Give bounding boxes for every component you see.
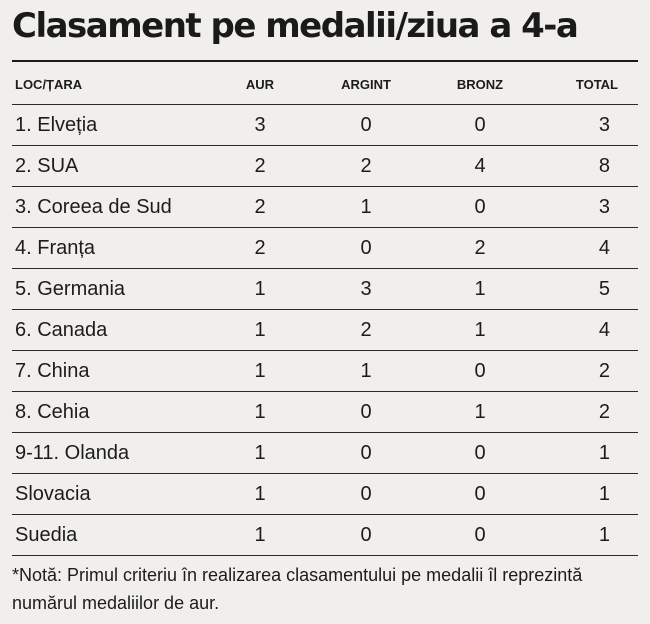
cell-country: 9-11. Olanda [12, 432, 208, 474]
table-row: 4. Franța 2 0 2 4 [12, 227, 638, 269]
cell-bronz: 0 [420, 104, 540, 146]
cell-argint: 0 [312, 432, 420, 474]
cell-total: 8 [540, 145, 638, 187]
cell-bronz: 1 [420, 268, 540, 310]
table-row: 9-11. Olanda 1 0 0 1 [12, 432, 638, 474]
cell-bronz: 0 [420, 514, 540, 556]
table-row: 6. Canada 1 2 1 4 [12, 309, 638, 351]
column-header-argint: ARGINT [312, 64, 420, 105]
cell-aur: 1 [208, 350, 312, 392]
column-header-bronz: BRONZ [420, 64, 540, 105]
cell-bronz: 0 [420, 432, 540, 474]
footnote: *Notă: Primul criteriu în realizarea cla… [12, 565, 583, 613]
cell-aur: 1 [208, 473, 312, 515]
chart-title: Clasament pe medalii/ziua a 4-a [12, 6, 579, 46]
cell-country: 8. Cehia [12, 391, 208, 433]
cell-argint: 1 [312, 186, 420, 228]
cell-country: 1. Elveția [12, 104, 208, 146]
cell-bronz: 0 [420, 186, 540, 228]
cell-aur: 1 [208, 391, 312, 433]
cell-total: 2 [540, 391, 638, 433]
table-row: 3. Coreea de Sud 2 1 0 3 [12, 186, 638, 228]
cell-argint: 0 [312, 104, 420, 146]
cell-bronz: 1 [420, 309, 540, 351]
cell-aur: 3 [208, 104, 312, 146]
cell-country: 7. China [12, 350, 208, 392]
cell-argint: 2 [312, 145, 420, 187]
cell-total: 1 [540, 432, 638, 474]
cell-bronz: 0 [420, 350, 540, 392]
table-row: 8. Cehia 1 0 1 2 [12, 391, 638, 433]
table-row: 5. Germania 1 3 1 5 [12, 268, 638, 310]
cell-argint: 0 [312, 391, 420, 433]
cell-aur: 1 [208, 432, 312, 474]
cell-country: 6. Canada [12, 309, 208, 351]
cell-bronz: 1 [420, 391, 540, 433]
title-divider [12, 60, 638, 62]
cell-argint: 2 [312, 309, 420, 351]
cell-aur: 1 [208, 268, 312, 310]
cell-bronz: 2 [420, 227, 540, 269]
cell-country: 5. Germania [12, 268, 208, 310]
cell-aur: 1 [208, 514, 312, 556]
cell-aur: 2 [208, 145, 312, 187]
table-row: 1. Elveția 3 0 0 3 [12, 104, 638, 146]
cell-argint: 1 [312, 350, 420, 392]
column-header-total: TOTAL [540, 64, 638, 105]
cell-country: 4. Franța [12, 227, 208, 269]
table-row: 2. SUA 2 2 4 8 [12, 145, 638, 187]
cell-country: Slovacia [12, 473, 208, 515]
table-row: Suedia 1 0 0 1 [12, 514, 638, 556]
cell-argint: 0 [312, 514, 420, 556]
table-row: 7. China 1 1 0 2 [12, 350, 638, 392]
cell-country: Suedia [12, 514, 208, 556]
cell-total: 4 [540, 309, 638, 351]
cell-total: 1 [540, 473, 638, 515]
cell-total: 5 [540, 268, 638, 310]
cell-total: 3 [540, 186, 638, 228]
cell-aur: 1 [208, 309, 312, 351]
cell-country: 2. SUA [12, 145, 208, 187]
header-row: LOC/ȚARA AUR ARGINT BRONZ TOTAL [12, 64, 638, 105]
cell-argint: 0 [312, 473, 420, 515]
cell-total: 3 [540, 104, 638, 146]
cell-total: 4 [540, 227, 638, 269]
cell-total: 2 [540, 350, 638, 392]
cell-total: 1 [540, 514, 638, 556]
cell-bronz: 0 [420, 473, 540, 515]
cell-argint: 0 [312, 227, 420, 269]
cell-aur: 2 [208, 186, 312, 228]
table-row: Slovacia 1 0 0 1 [12, 473, 638, 515]
cell-bronz: 4 [420, 145, 540, 187]
column-header-aur: AUR [208, 64, 312, 105]
cell-aur: 2 [208, 227, 312, 269]
cell-country: 3. Coreea de Sud [12, 186, 208, 228]
medal-table: LOC/ȚARA AUR ARGINT BRONZ TOTAL 1. Elveț… [12, 64, 638, 556]
cell-argint: 3 [312, 268, 420, 310]
column-header-country: LOC/ȚARA [12, 64, 208, 105]
